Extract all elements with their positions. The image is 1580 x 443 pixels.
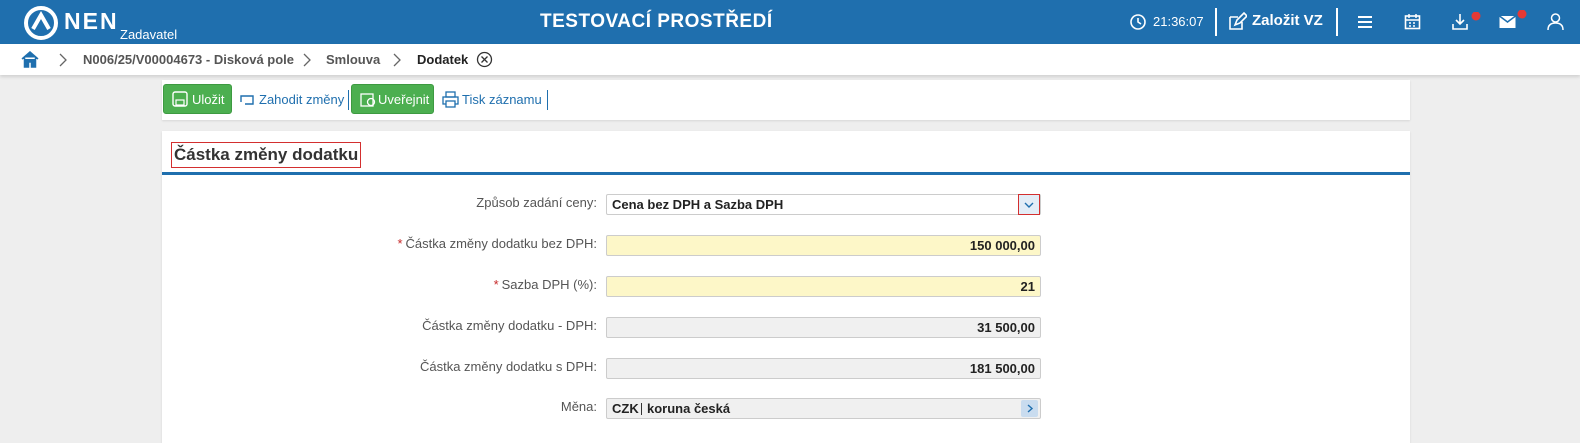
field-label: Částka změny dodatku s DPH: bbox=[157, 359, 597, 374]
section-title: Částka změny dodatku bbox=[171, 142, 362, 168]
field-value: 150 000,00 bbox=[969, 238, 1035, 253]
discard-icon bbox=[240, 95, 254, 105]
menu-icon[interactable] bbox=[1357, 14, 1373, 30]
mail-icon[interactable] bbox=[1498, 10, 1528, 32]
field-value: 21 bbox=[1020, 279, 1035, 294]
field-label-text: Způsob zadání ceny: bbox=[476, 195, 597, 210]
publish-icon bbox=[360, 93, 376, 107]
publish-button[interactable]: Uveřejnit bbox=[351, 84, 434, 114]
lookup-button[interactable] bbox=[1021, 400, 1038, 417]
user-icon[interactable] bbox=[1547, 13, 1564, 31]
divider bbox=[1215, 8, 1217, 36]
chevron bbox=[59, 53, 67, 67]
home-icon[interactable] bbox=[21, 51, 39, 68]
breadcrumb-current: Dodatek bbox=[417, 52, 469, 67]
field-label-text: Částka změny dodatku - DPH: bbox=[422, 318, 597, 333]
field-input[interactable]: 150 000,00 bbox=[606, 235, 1041, 256]
divider bbox=[1336, 8, 1338, 36]
clock-time: 21:36:07 bbox=[1153, 14, 1204, 29]
field-label-text: Měna: bbox=[560, 399, 597, 414]
save-icon bbox=[172, 91, 188, 107]
field-label: Měna: bbox=[157, 399, 597, 414]
required-mark: * bbox=[493, 277, 499, 292]
print-icon bbox=[442, 91, 459, 108]
chevron bbox=[303, 53, 311, 67]
field-label: Způsob zadání ceny: bbox=[157, 195, 597, 210]
field-label: * Sazba DPH (%): bbox=[157, 277, 597, 292]
dropdown-button[interactable] bbox=[1018, 194, 1040, 215]
field-label: * Částka změny dodatku bez DPH: bbox=[157, 236, 597, 251]
discard-link[interactable]: Zahodit změny bbox=[259, 92, 345, 107]
calendar-icon[interactable] bbox=[1404, 13, 1421, 30]
field-value: CZK bbox=[612, 401, 639, 416]
clock-icon bbox=[1130, 14, 1146, 30]
publish-label: Uveřejnit bbox=[378, 92, 430, 107]
download-icon[interactable] bbox=[1451, 12, 1481, 32]
header: NEN Zadavatel TESTOVACÍ PROSTŘEDÍ 21:36:… bbox=[0, 0, 1580, 44]
breadcrumb-item[interactable]: Smlouva bbox=[326, 52, 381, 67]
breadcrumb: N006/25/V00004673 - Disková pole Smlouva… bbox=[0, 44, 1580, 75]
separator bbox=[547, 90, 548, 110]
save-button[interactable]: Uložit bbox=[163, 84, 232, 114]
required-mark: * bbox=[397, 236, 403, 251]
toolbar: Uložit Zahodit změny Uveřejnit Tisk zázn… bbox=[162, 80, 1410, 120]
field-value-detail: koruna česká bbox=[647, 401, 731, 416]
role: Zadavatel bbox=[120, 27, 178, 42]
field-value: 181 500,00 bbox=[969, 361, 1035, 376]
save-label: Uložit bbox=[192, 92, 225, 107]
field-input[interactable]: CZK koruna česká bbox=[606, 398, 1041, 419]
field-input[interactable]: Cena bez DPH a Sazba DPH bbox=[606, 194, 1041, 215]
field-label-text: Sazba DPH (%): bbox=[501, 277, 597, 292]
section-underline bbox=[162, 172, 1410, 175]
separator bbox=[348, 90, 349, 110]
field-label: Částka změny dodatku - DPH: bbox=[157, 318, 597, 333]
field-value: Cena bez DPH a Sazba DPH bbox=[612, 197, 784, 212]
close-icon[interactable] bbox=[476, 51, 493, 68]
field-input: 31 500,00 bbox=[606, 317, 1041, 338]
field-input: 181 500,00 bbox=[606, 358, 1041, 379]
print-link[interactable]: Tisk záznamu bbox=[462, 92, 542, 107]
field-value: 31 500,00 bbox=[977, 320, 1035, 335]
chevron bbox=[393, 53, 401, 67]
create-button[interactable]: Založit VZ bbox=[1252, 12, 1323, 29]
field-input[interactable]: 21 bbox=[606, 276, 1041, 297]
env-title: TESTOVACÍ PROSTŘEDÍ bbox=[540, 11, 773, 32]
field-label-text: Částka změny dodatku s DPH: bbox=[419, 359, 597, 374]
breadcrumb-item[interactable]: N006/25/V00004673 - Disková pole bbox=[83, 52, 295, 67]
logo-icon bbox=[24, 6, 58, 40]
chevron-right bbox=[1027, 404, 1034, 413]
chevron-down bbox=[1024, 202, 1034, 208]
field-label-text: Částka změny dodatku bez DPH: bbox=[405, 236, 597, 251]
value-separator bbox=[641, 403, 642, 415]
logo-text: NEN bbox=[64, 8, 119, 34]
edit-icon[interactable] bbox=[1227, 12, 1247, 32]
